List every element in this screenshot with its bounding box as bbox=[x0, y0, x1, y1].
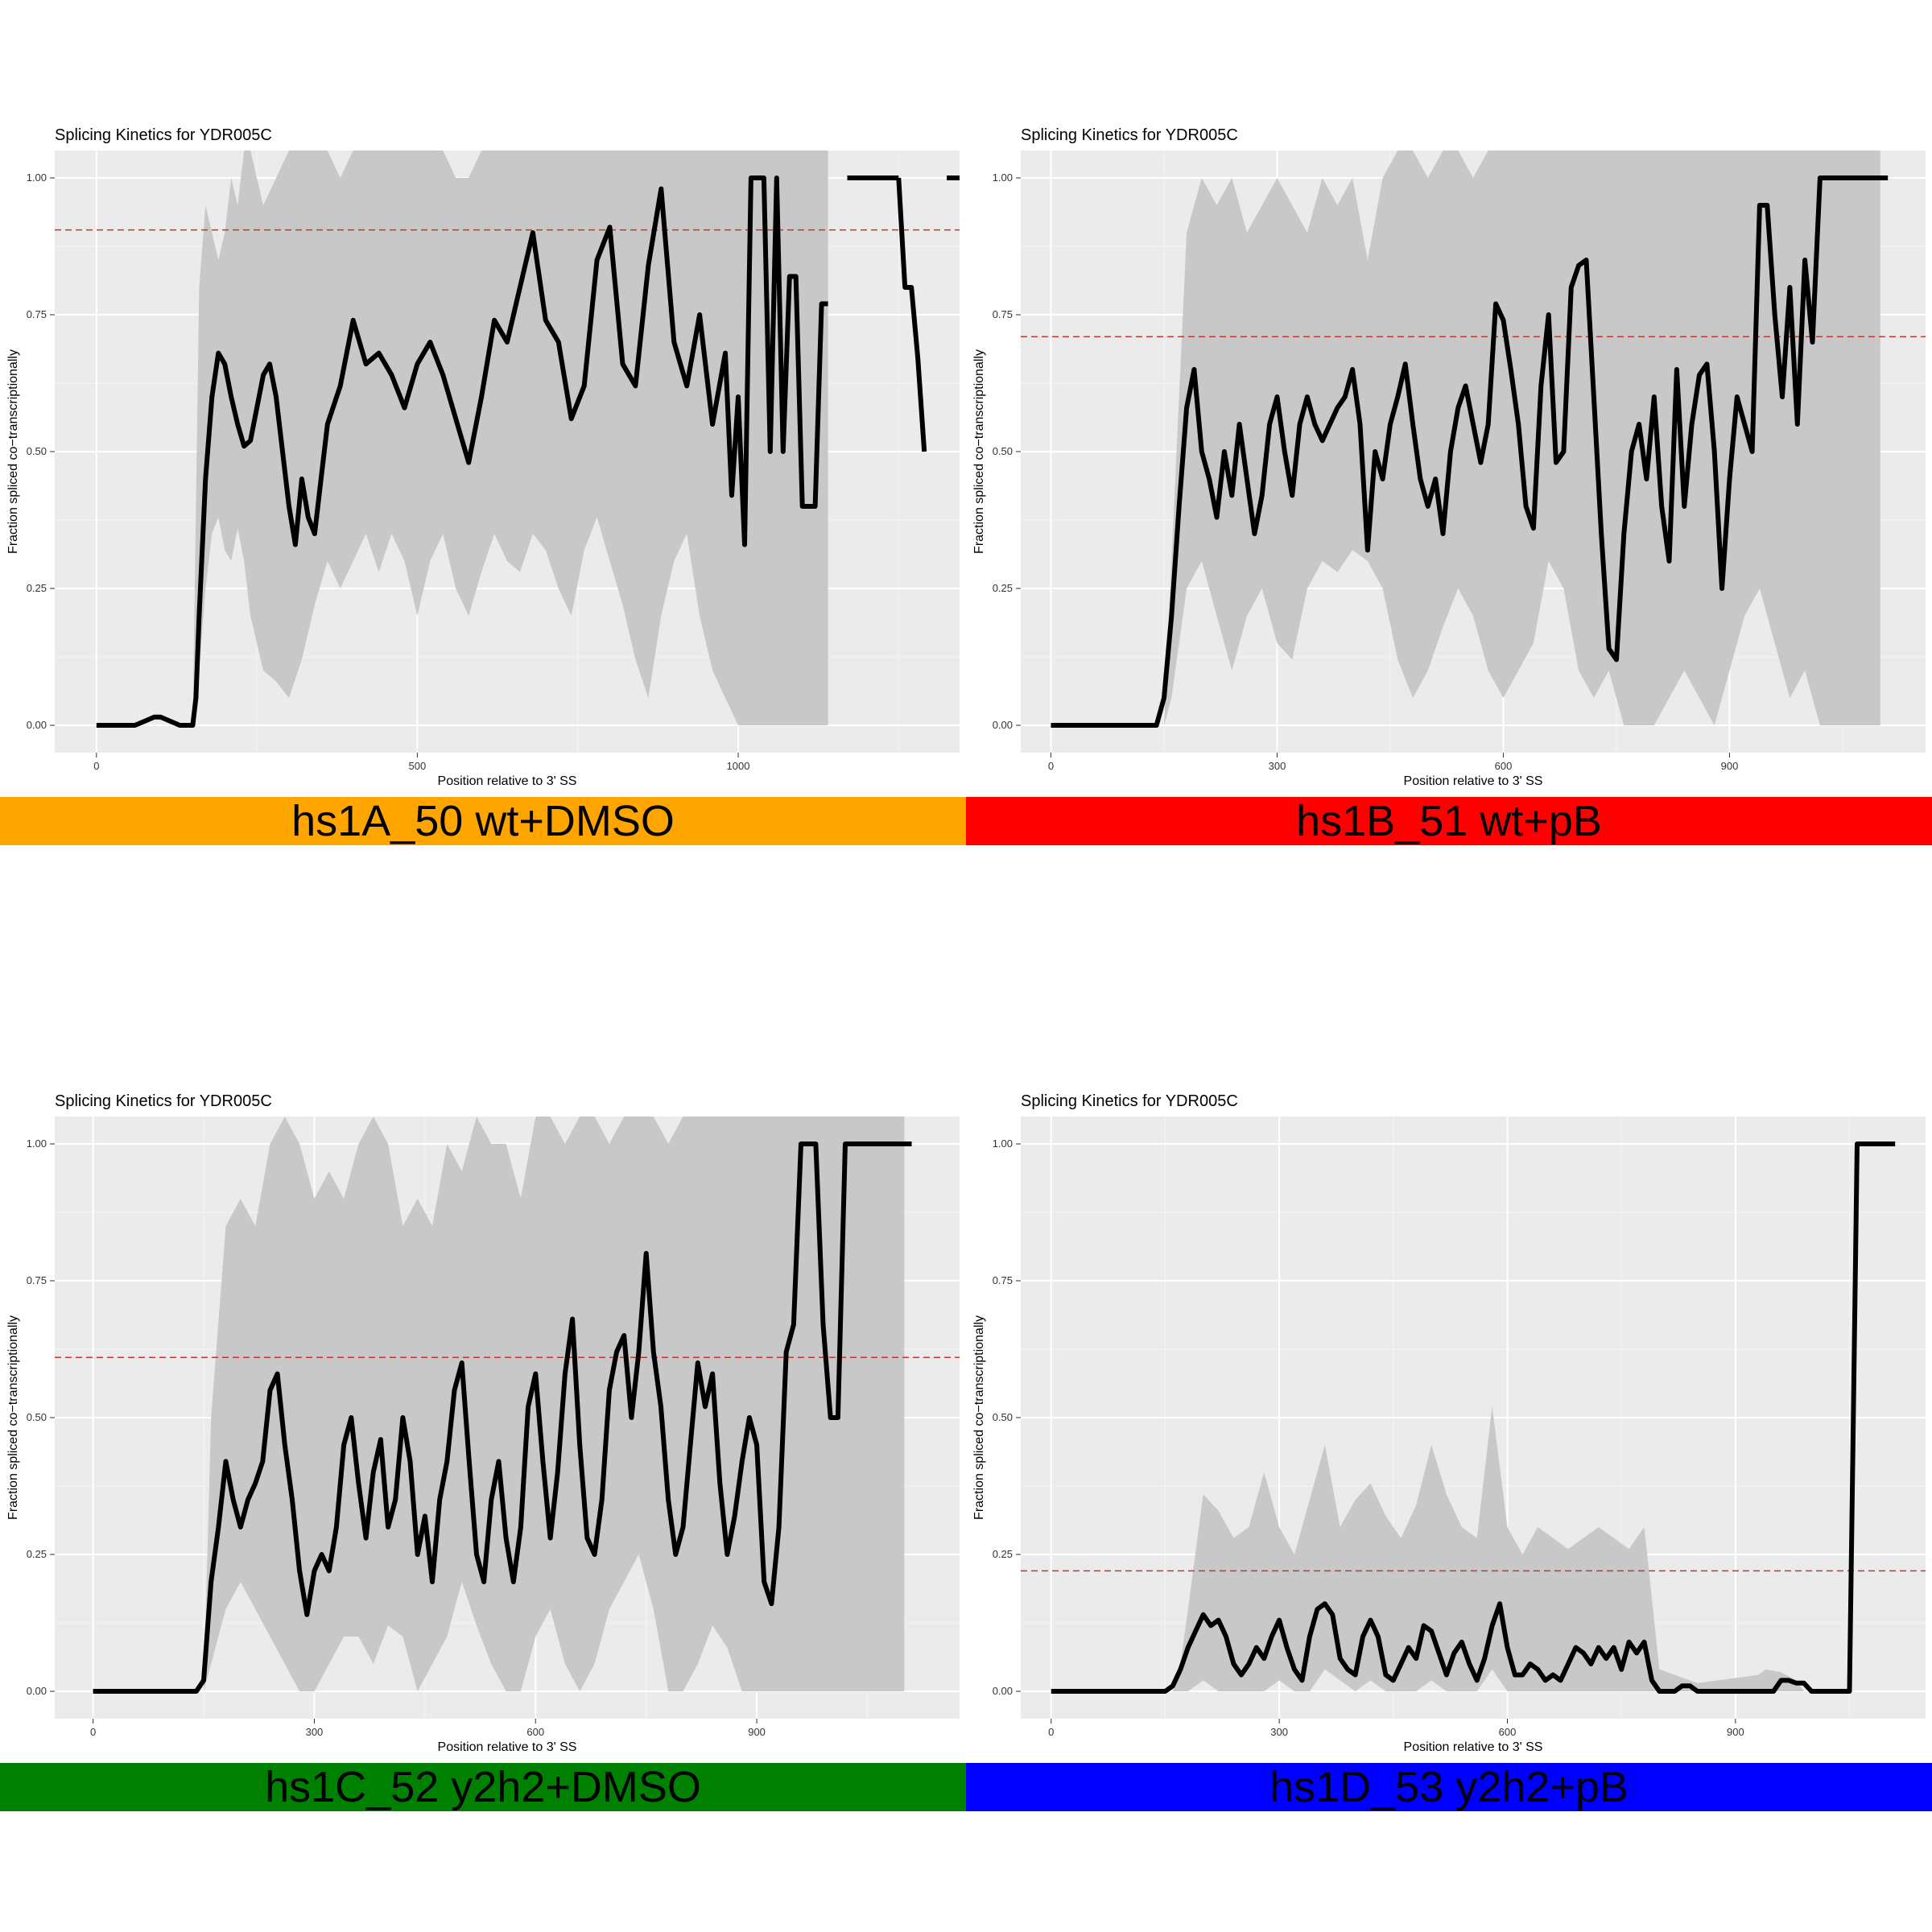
y-tick-label: 0.25 bbox=[27, 582, 47, 594]
x-axis-title: Position relative to 3' SS bbox=[1404, 1740, 1543, 1754]
y-tick-label: 0.25 bbox=[993, 1548, 1013, 1560]
y-tick-label: 0.75 bbox=[993, 1274, 1013, 1286]
x-tick-label: 300 bbox=[1269, 760, 1286, 772]
y-tick-label: 1.00 bbox=[993, 1137, 1013, 1150]
plot-area bbox=[1021, 151, 1926, 728]
y-axis-title: Fraction spliced co−transcriptionally bbox=[6, 1315, 20, 1520]
x-tick-label: 600 bbox=[1499, 1726, 1517, 1738]
x-tick-label: 0 bbox=[1048, 760, 1054, 772]
y-tick-label: 0.50 bbox=[27, 1411, 47, 1423]
x-tick-label: 900 bbox=[748, 1726, 766, 1738]
series-line-0 bbox=[1051, 1141, 1896, 1694]
y-tick-label: 0.75 bbox=[27, 308, 47, 320]
panel-4: 0.00 0.25 0.50 0.75 1.00 0 300 600 900 Position r… bbox=[966, 966, 1932, 1932]
y-tick-label: 1.00 bbox=[993, 171, 1013, 184]
x-axis-title: Position relative to 3' SS bbox=[438, 774, 577, 788]
plot-area bbox=[1021, 1141, 1926, 1694]
chart-title: Splicing Kinetics for YDR005C bbox=[55, 126, 272, 144]
chart-svg: 0.00 0.25 0.50 0.75 1.00 0 300 600 900 Position r… bbox=[972, 1092, 1926, 1754]
y-axis-title: Fraction spliced co−transcriptionally bbox=[972, 1315, 986, 1520]
series-line-2 bbox=[896, 177, 927, 452]
x-tick-label: 1000 bbox=[727, 760, 750, 772]
y-tick-label: 0.00 bbox=[993, 1685, 1013, 1697]
x-tick-label: 300 bbox=[306, 1726, 324, 1738]
y-tick-label: 0.00 bbox=[27, 719, 47, 731]
sample-label: hs1B_51 wt+pB bbox=[1296, 797, 1602, 845]
chart-svg: 0.00 0.25 0.50 0.75 1.00 0 300 600 900 Position r… bbox=[972, 126, 1926, 788]
y-axis-title: Fraction spliced co−transcriptionally bbox=[6, 349, 20, 554]
chart-title: Splicing Kinetics for YDR005C bbox=[1021, 1092, 1238, 1110]
sample-banner: hs1C_52 y2h2+DMSO bbox=[0, 1763, 966, 1811]
y-tick-label: 0.50 bbox=[993, 445, 1013, 457]
plot-area bbox=[55, 1117, 960, 1694]
y-tick-label: 0.00 bbox=[993, 719, 1013, 731]
y-tick-label: 0.25 bbox=[27, 1548, 47, 1560]
plot-area bbox=[55, 151, 960, 728]
y-tick-label: 1.00 bbox=[27, 171, 47, 184]
y-tick-label: 0.00 bbox=[27, 1685, 47, 1697]
chart-svg: 0.00 0.25 0.50 0.75 1.00 0 500 1000 Position rel… bbox=[6, 126, 960, 788]
x-tick-label: 300 bbox=[1270, 1726, 1288, 1738]
sample-banner: hs1D_53 y2h2+pB bbox=[966, 1763, 1932, 1811]
x-tick-label: 900 bbox=[1721, 760, 1739, 772]
series-line-0 bbox=[1051, 175, 1889, 728]
sample-banner: hs1A_50 wt+DMSO bbox=[0, 797, 966, 845]
y-axis-title: Fraction spliced co−transcriptionally bbox=[972, 349, 986, 554]
panel-1: 0.00 0.25 0.50 0.75 1.00 0 500 1000 Position rel… bbox=[0, 0, 966, 966]
y-tick-label: 0.25 bbox=[993, 582, 1013, 594]
x-tick-label: 0 bbox=[1048, 1726, 1054, 1738]
x-tick-label: 900 bbox=[1727, 1726, 1744, 1738]
sample-label: hs1A_50 wt+DMSO bbox=[291, 797, 675, 845]
x-tick-label: 0 bbox=[90, 1726, 96, 1738]
sample-label: hs1C_52 y2h2+DMSO bbox=[265, 1763, 701, 1811]
y-tick-label: 0.50 bbox=[993, 1411, 1013, 1423]
confidence-band bbox=[1051, 151, 1880, 725]
panel-2: 0.00 0.25 0.50 0.75 1.00 0 300 600 900 Position r… bbox=[966, 0, 1932, 966]
series-line-0 bbox=[93, 1141, 912, 1694]
y-tick-label: 0.50 bbox=[27, 445, 47, 457]
confidence-band bbox=[1051, 1406, 1804, 1691]
panel-3: 0.00 0.25 0.50 0.75 1.00 0 300 600 900 Position r… bbox=[0, 966, 966, 1932]
chart-title: Splicing Kinetics for YDR005C bbox=[55, 1092, 272, 1110]
sample-banner: hs1B_51 wt+pB bbox=[966, 797, 1932, 845]
series-line-0 bbox=[96, 175, 828, 728]
chart-title: Splicing Kinetics for YDR005C bbox=[1021, 126, 1238, 144]
y-tick-label: 0.75 bbox=[27, 1274, 47, 1286]
x-tick-label: 600 bbox=[526, 1726, 544, 1738]
chart-svg: 0.00 0.25 0.50 0.75 1.00 0 300 600 900 Position r… bbox=[6, 1092, 960, 1754]
x-axis-title: Position relative to 3' SS bbox=[438, 1740, 577, 1754]
x-axis-title: Position relative to 3' SS bbox=[1404, 774, 1543, 788]
x-tick-label: 600 bbox=[1495, 760, 1513, 772]
x-tick-label: 500 bbox=[409, 760, 427, 772]
sample-label: hs1D_53 y2h2+pB bbox=[1269, 1763, 1629, 1811]
x-tick-label: 0 bbox=[93, 760, 99, 772]
y-tick-label: 1.00 bbox=[27, 1137, 47, 1150]
y-tick-label: 0.75 bbox=[993, 308, 1013, 320]
